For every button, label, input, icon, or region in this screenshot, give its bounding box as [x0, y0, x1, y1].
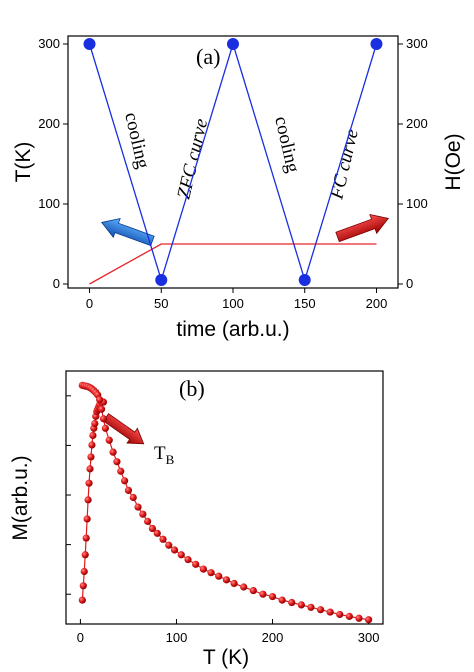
fc-point	[259, 590, 267, 598]
y-tick-label: 100	[38, 196, 60, 211]
x-tick-label: 200	[262, 630, 284, 645]
fc-point	[326, 608, 334, 616]
panel-a-label: (a)	[196, 44, 220, 69]
fc-point	[120, 477, 129, 485]
panel-b-ticks: 0 100 200 300	[66, 395, 380, 645]
fc-point	[144, 517, 152, 525]
zfc-point	[80, 567, 88, 576]
zfc-point	[79, 582, 87, 590]
fc-point	[297, 601, 305, 609]
field-line	[89, 243, 377, 285]
x-tick-label: 50	[154, 296, 168, 311]
fc-point	[192, 560, 200, 568]
zfc-point	[82, 534, 90, 542]
fc-point	[184, 555, 192, 564]
tb-label-sub: B	[166, 452, 175, 467]
fc-point	[345, 612, 353, 620]
panel-b-frame	[65, 370, 384, 625]
temperature-marker-4	[370, 38, 383, 50]
fc-point	[97, 405, 106, 413]
fc-point	[307, 603, 315, 611]
tb-label-main: T	[154, 443, 166, 464]
panel-a-xlabel: time (arb.u.)	[176, 318, 289, 341]
fc-point	[240, 583, 248, 591]
panel-b-ylabel: M(arb.u.)	[9, 455, 32, 540]
panel-a-ticks: 0 50 100 150 200 0 100 200 300 0 100 200 300	[38, 36, 427, 311]
x-tick-label: 100	[222, 296, 244, 311]
fc-point	[113, 458, 121, 466]
panel-a-ylabel-right: H(Oe)	[442, 133, 465, 190]
fc-point	[355, 614, 363, 622]
fc-point	[215, 572, 223, 580]
fc-point	[99, 415, 108, 423]
red-arrow	[335, 213, 390, 243]
zfc-point	[88, 441, 96, 449]
panel-a: (a) 0 50 100 150 200 0 100 200 300 0 100 200 300 tim…	[12, 35, 465, 341]
zfc-point	[89, 431, 97, 440]
panel-b: (b) 0 100 200 300 T (K) M(arb.u.) TB	[9, 370, 384, 669]
zfc-point	[91, 419, 99, 428]
fc-point	[129, 493, 137, 502]
zfc-point	[86, 465, 94, 473]
zfc-point	[81, 551, 89, 559]
x-tick-label: 100	[166, 630, 188, 645]
panel-b-label: (b)	[179, 376, 205, 401]
panel-b-series	[78, 381, 373, 624]
panel-a-series	[83, 38, 383, 286]
x-tick-label: 200	[366, 296, 388, 311]
y-right-tick-label: 100	[406, 196, 428, 211]
fc-point	[124, 486, 133, 494]
zfc-point	[85, 479, 93, 487]
fc-point	[139, 510, 147, 518]
y-tick-label: 300	[38, 36, 60, 51]
temperature-marker-1	[155, 274, 168, 286]
fc-point	[105, 436, 113, 444]
zfc-point	[78, 596, 86, 604]
fc-line	[82, 384, 369, 621]
temperature-marker-0	[83, 38, 96, 50]
y-right-tick-label: 300	[406, 36, 428, 51]
fc-point	[153, 529, 161, 537]
panel-a-ylabel: T(K)	[12, 142, 35, 183]
tb-label: TB	[154, 443, 175, 467]
zfc-point	[87, 453, 95, 461]
x-tick-label: 300	[358, 630, 380, 645]
y-right-tick-label: 200	[406, 116, 428, 131]
y-right-tick-label: 0	[406, 276, 413, 291]
fc-point	[134, 503, 142, 511]
fc-point	[96, 396, 104, 404]
fc-point	[288, 598, 296, 607]
y-tick-label: 200	[38, 116, 60, 131]
fc-point	[222, 576, 231, 584]
fc-point	[159, 535, 167, 543]
panel-b-xlabel: T (K)	[203, 646, 249, 669]
fc-point	[148, 524, 157, 533]
fc-point	[117, 467, 125, 475]
fc-point	[109, 448, 117, 456]
x-tick-label: 0	[77, 630, 84, 645]
x-tick-label: 150	[294, 296, 316, 311]
fc-point	[249, 586, 257, 595]
fc-point	[268, 592, 277, 601]
fc-point	[278, 596, 286, 604]
fc-point	[316, 606, 325, 614]
fc-point	[207, 569, 215, 577]
temperature-marker-2	[227, 38, 239, 50]
temperature-marker-3	[298, 274, 311, 286]
fc-point	[199, 565, 207, 573]
fc-point	[170, 546, 179, 554]
fc-point	[230, 579, 238, 588]
fc-point	[165, 541, 173, 549]
x-tick-label: 0	[86, 296, 93, 311]
fc-point	[336, 610, 344, 619]
annotation-cooling-2: cooling	[270, 114, 303, 175]
fc-point	[101, 424, 109, 432]
zfc-point	[84, 496, 92, 504]
zfc-point	[83, 515, 91, 523]
fc-point	[177, 551, 185, 559]
y-tick-label: 0	[53, 276, 60, 291]
fc-point	[364, 616, 373, 624]
blue-arrow	[100, 217, 155, 247]
